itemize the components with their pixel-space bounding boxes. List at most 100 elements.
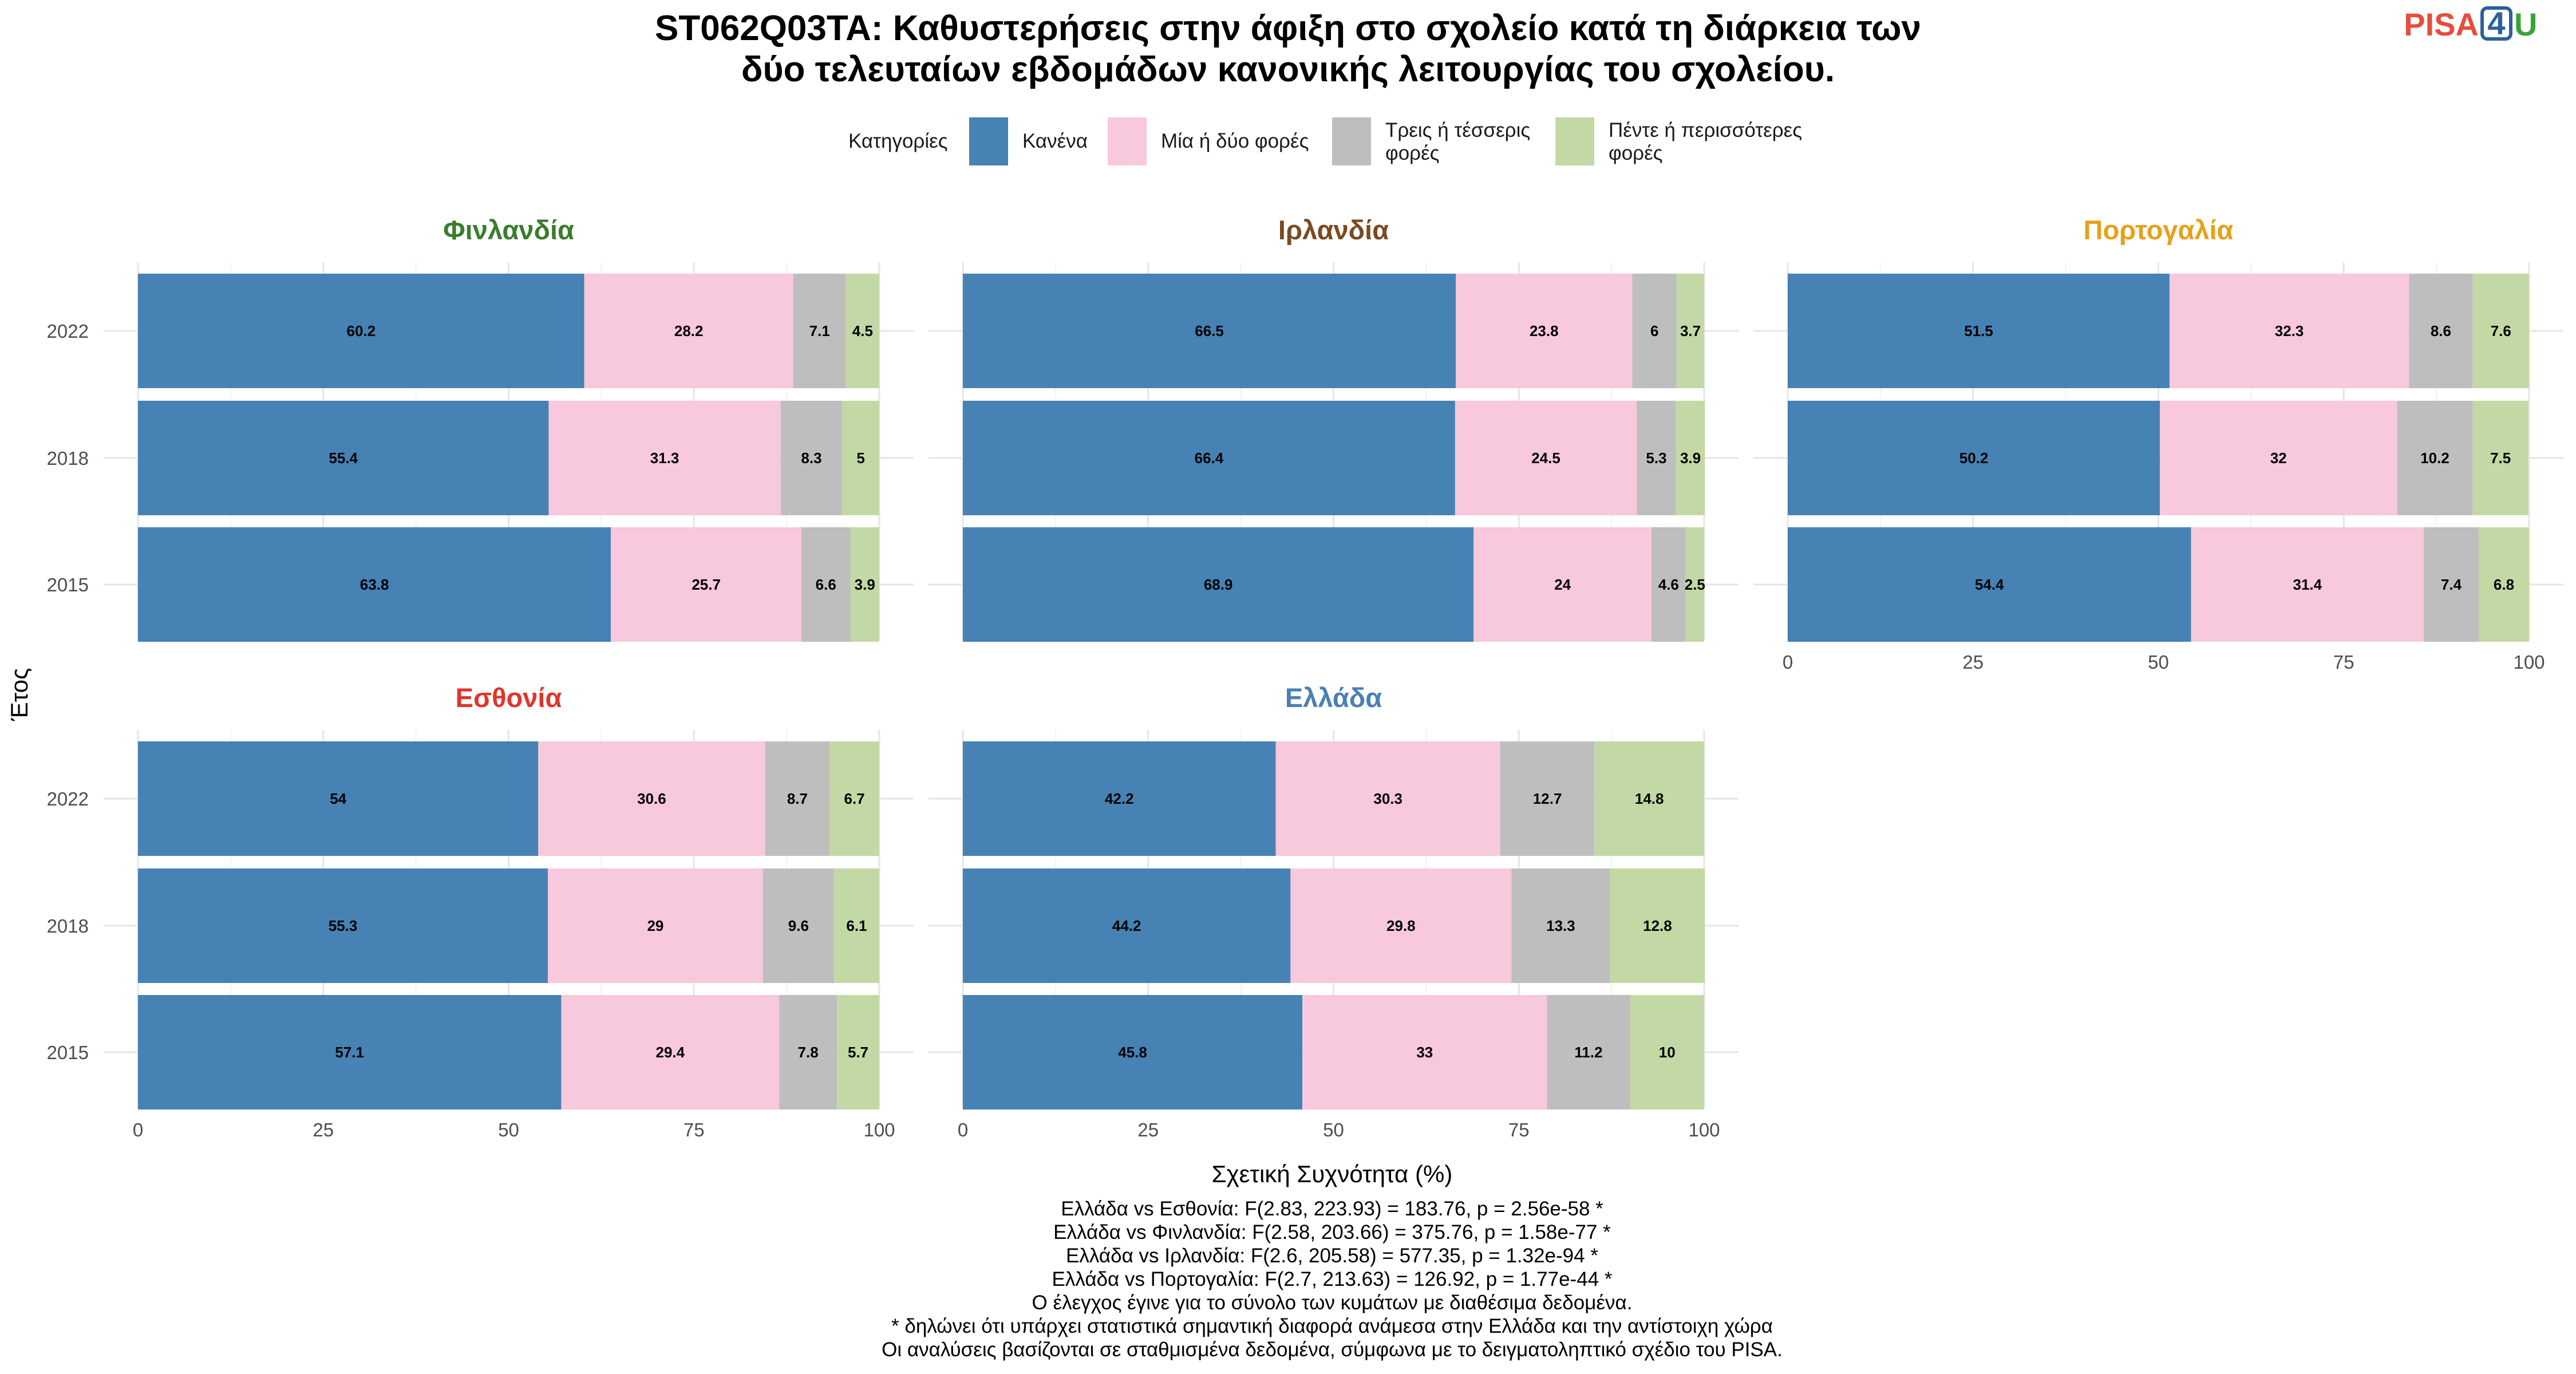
panel-5-bar-2015-none (963, 995, 1303, 1110)
panel-1-ytick-2018: 2018 (47, 448, 89, 469)
panel-2-bar-2022-five-more (1677, 274, 1704, 388)
panel-5-label-2018-three-four: 13.3 (1546, 917, 1575, 934)
panel-5-bar-2018-three-four (1511, 868, 1610, 983)
panel-2-label-2022-three-four: 6 (1650, 322, 1658, 339)
panel-4-bar-2018-one-two (548, 868, 763, 983)
panel-2-label-2015-five-more: 2.5 (1685, 576, 1705, 593)
panel-3-xtick-75: 75 (2333, 652, 2354, 673)
panel-1-bar-2018-none (138, 401, 549, 515)
chart-title-line-2: δύο τελευταίων εβδομάδων κανονικής λειτο… (741, 50, 1835, 89)
panel-4-label-2022-none: 54 (330, 790, 346, 807)
legend-label-five-more-line-1: Πέντε ή περισσότερες (1609, 119, 1802, 141)
panel-2: Ιρλανδία 66.5 23.8 6 3.7 66.4 24.5 5.3 3.9 68.9 24… (929, 215, 1739, 642)
legend-label-none: Κανένα (1022, 130, 1088, 152)
panel-3-label-2018-three-four: 10.2 (2420, 449, 2449, 467)
caption-line-6: * δηλώνει ότι υπάρχει στατιστικά σημαντι… (891, 1315, 1773, 1337)
panel-1-label-2022-one-two: 28.2 (674, 322, 704, 339)
panel-5-label-2015-one-two: 33 (1416, 1044, 1433, 1061)
panel-1-bar-2018-five-more (842, 401, 879, 515)
panel-2-label-2018-five-more: 3.9 (1680, 449, 1701, 467)
panel-4: Εσθονία 54 30.6 8.7 6.7 55.3 29 9.6 6.1 57.1 29.4 7… (47, 682, 914, 1140)
panel-2-label-2015-three-four: 4.6 (1658, 576, 1679, 593)
legend-label-one-two: Μία ή δύο φορές (1161, 130, 1309, 152)
panel-4-xtick-0: 0 (133, 1119, 143, 1140)
legend-swatch-none (969, 117, 1008, 165)
panel-3-label-2015-one-two: 31.4 (2293, 576, 2322, 593)
panel-1-label-2022-three-four: 7.1 (809, 322, 830, 339)
panel-4-bar-2015-three-four (779, 995, 837, 1110)
panel-5-label-2018-one-two: 29.8 (1386, 917, 1416, 934)
panel-3-bar-2015-one-two (2191, 527, 2424, 642)
panel-1-bar-2015-three-four (801, 527, 851, 642)
panel-4-bar-2022-one-two (538, 741, 765, 856)
caption-line-7: Οι αναλύσεις βασίζονται σε σταθμισμένα δ… (882, 1339, 1783, 1361)
logo-four-box (2480, 6, 2512, 41)
panel-3-label-2022-none: 51.5 (1964, 322, 1993, 339)
panel-4-label-2015-three-four: 7.8 (798, 1044, 819, 1061)
panel-1: Φινλανδία 60.2 28.2 7.1 4.5 55.4 31.3 8.3 5 63.8 2… (47, 215, 914, 642)
panel-5-bar-2018-one-two (1290, 868, 1512, 983)
legend-label-three-four-line-2: φορές (1385, 142, 1440, 164)
panel-3-label-2018-none: 50.2 (1959, 449, 1989, 467)
chart-title-line-1: ST062Q03TA: Καθυστερήσεις στην άφιξη στο… (655, 9, 1921, 48)
panel-2-label-2022-none: 66.5 (1195, 322, 1224, 339)
panel-4-xtick-25: 25 (313, 1119, 334, 1140)
panel-4-title: Εσθονία (456, 682, 562, 713)
panel-1-bar-2022-five-more (846, 274, 879, 388)
panel-1-title: Φινλανδία (443, 215, 574, 245)
legend-swatch-one-two (1108, 117, 1147, 165)
caption-line-5: Ο έλεγχος έγινε για το σύνολο των κυμάτω… (1032, 1292, 1633, 1314)
panel-3-label-2022-three-four: 8.6 (2431, 322, 2451, 339)
panel-1-label-2015-none: 63.8 (360, 576, 389, 593)
panel-5-xtick-50: 50 (1323, 1119, 1344, 1140)
panel-5-label-2022-five-more: 14.8 (1635, 790, 1664, 807)
panel-5-bar-2015-five-more (1630, 995, 1704, 1110)
panel-2-bar-2018-none (963, 401, 1455, 515)
panel-5-label-2022-one-two: 30.3 (1373, 790, 1402, 807)
legend-swatch-five-more (1555, 117, 1594, 165)
panel-2-bar-2018-three-four (1637, 401, 1676, 515)
panel-5-bar-2018-none (963, 868, 1291, 983)
panel-5-bar-2018-five-more (1610, 868, 1705, 983)
panel-4-label-2022-one-two: 30.6 (637, 790, 666, 807)
panel-3-label-2015-none: 54.4 (1975, 576, 2004, 593)
caption-line-2: Ελλάδα vs Φινλανδία: F(2.58, 203.66) = 3… (1053, 1221, 1611, 1243)
panel-4-label-2018-five-more: 6.1 (846, 917, 867, 934)
panel-4-bar-2022-three-four (765, 741, 830, 856)
panel-2-bar-2022-three-four (1632, 274, 1677, 388)
panel-5-bar-2022-none (963, 741, 1276, 856)
panel-3-title: Πορτογαλία (2084, 215, 2234, 245)
legend-label-five-more-line-2: φορές (1609, 142, 1663, 164)
panel-3-bar-2015-none (1788, 527, 2191, 642)
panel-3-label-2022-five-more: 7.6 (2491, 322, 2511, 339)
legend-title: Κατηγορίες (848, 130, 948, 152)
legend: Κατηγορίες Κανένα Μία ή δύο φορές Τρεις … (848, 117, 1802, 165)
panel-1-bar-2018-one-two (548, 401, 781, 515)
panel-4-bar-2018-five-more (834, 868, 879, 983)
panel-1-label-2022-five-more: 4.5 (852, 322, 873, 339)
panel-4-label-2015-five-more: 5.7 (848, 1044, 868, 1061)
panel-5-label-2015-none: 45.8 (1118, 1044, 1147, 1061)
panel-1-bar-2015-none (138, 527, 611, 642)
panel-3-label-2018-five-more: 7.5 (2490, 449, 2511, 467)
panel-4-xtick-75: 75 (683, 1119, 705, 1140)
panel-3-bar-2018-three-four (2397, 401, 2473, 515)
panel-2-bar-2022-none (963, 274, 1456, 388)
panel-4-ytick-2022: 2022 (47, 788, 89, 810)
panel-2-title: Ιρλανδία (1278, 215, 1389, 245)
caption: Ελλάδα vs Εσθονία: F(2.83, 223.93) = 183… (882, 1198, 1783, 1361)
panel-1-label-2018-five-more: 5 (856, 449, 864, 467)
caption-line-1: Ελλάδα vs Εσθονία: F(2.83, 223.93) = 183… (1061, 1198, 1603, 1220)
panel-3-label-2018-one-two: 32 (2270, 449, 2287, 467)
panel-3-bar-2015-three-four (2424, 527, 2479, 642)
panel-5-title: Ελλάδα (1285, 682, 1382, 713)
panel-4-xtick-100: 100 (863, 1119, 895, 1140)
panel-1-bar-2018-three-four (780, 401, 843, 515)
panel-5-label-2015-three-four: 11.2 (1574, 1044, 1602, 1061)
panel-2-label-2018-none: 66.4 (1195, 449, 1224, 467)
panel-4-xtick-50: 50 (498, 1119, 519, 1140)
panel-4-bar-2018-three-four (762, 868, 835, 983)
panel-5-label-2015-five-more: 10 (1659, 1044, 1676, 1061)
panel-3-bar-2018-one-two (2160, 401, 2397, 515)
